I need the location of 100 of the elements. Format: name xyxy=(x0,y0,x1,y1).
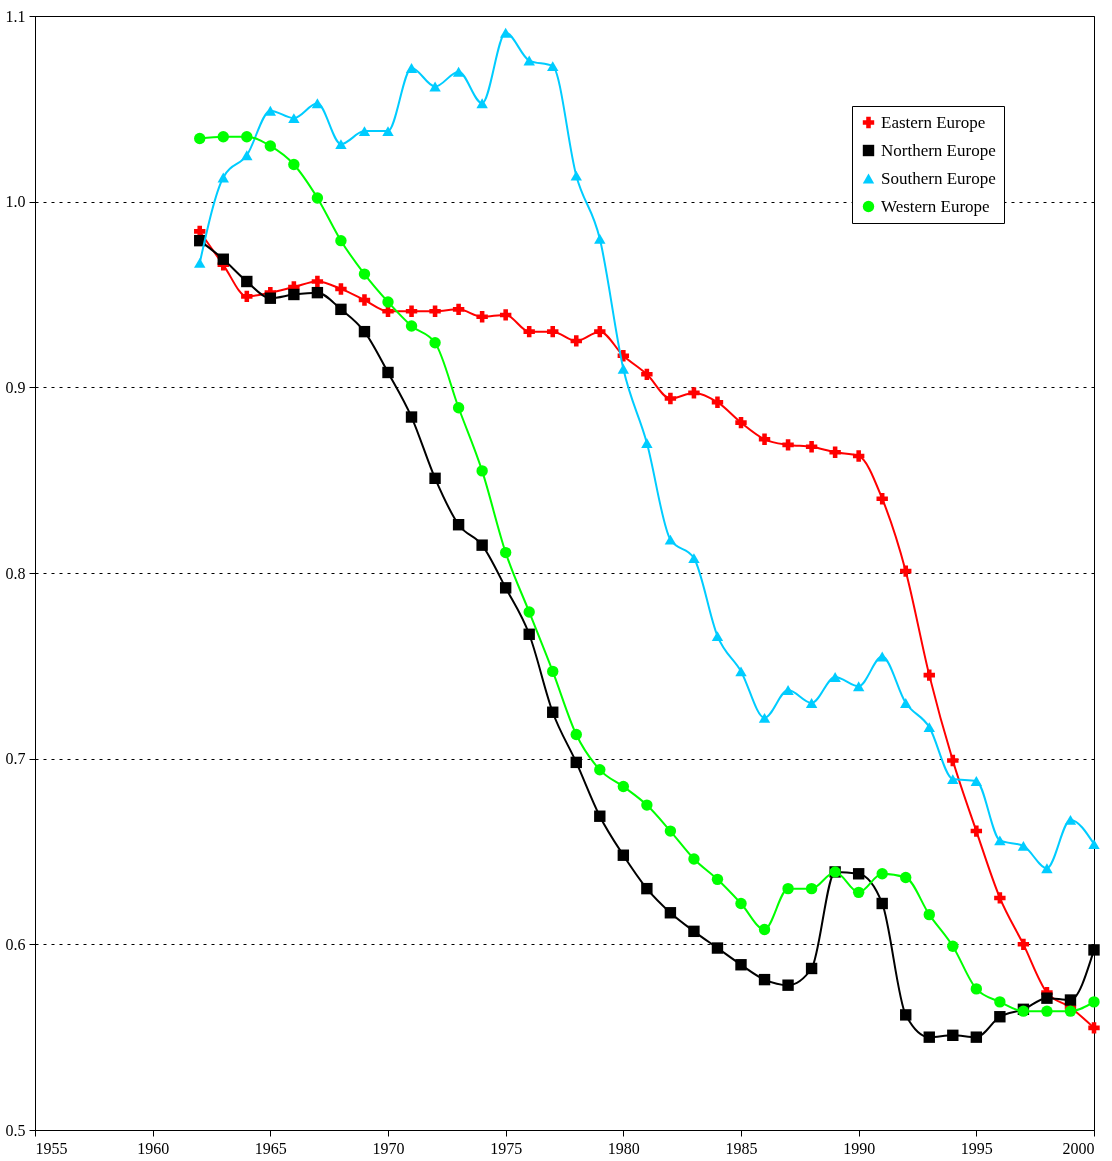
point xyxy=(782,685,794,695)
y-tick-label: 1.1 xyxy=(5,7,26,25)
x-tick-label: 1985 xyxy=(725,1139,758,1157)
point xyxy=(311,192,324,204)
point xyxy=(876,897,888,910)
point xyxy=(405,320,418,332)
point xyxy=(758,712,771,723)
point xyxy=(264,292,277,304)
point xyxy=(335,283,347,295)
point xyxy=(311,286,324,299)
point xyxy=(852,450,865,462)
point xyxy=(1088,839,1100,850)
point xyxy=(1088,1022,1100,1034)
point xyxy=(547,706,559,718)
point xyxy=(217,130,229,143)
point xyxy=(994,996,1006,1008)
point xyxy=(782,979,794,991)
point xyxy=(641,438,653,448)
x-tick-label: 2000 xyxy=(1062,1139,1095,1157)
point xyxy=(900,1009,912,1021)
point xyxy=(829,672,841,682)
point xyxy=(805,882,818,895)
point xyxy=(452,303,465,316)
point xyxy=(782,882,794,895)
point xyxy=(241,150,253,161)
point xyxy=(758,923,771,936)
point xyxy=(641,368,653,381)
point xyxy=(335,234,347,247)
point xyxy=(994,835,1006,846)
point xyxy=(194,258,206,268)
point xyxy=(429,337,441,349)
point xyxy=(900,871,912,884)
point xyxy=(664,534,677,545)
point xyxy=(288,113,300,124)
point xyxy=(499,309,512,321)
point xyxy=(805,441,818,453)
point xyxy=(1088,944,1100,956)
legend-label: Western Europe xyxy=(881,196,990,216)
point xyxy=(311,98,324,109)
point xyxy=(805,962,818,975)
point xyxy=(947,754,959,767)
point xyxy=(1088,996,1100,1008)
point xyxy=(1041,1005,1053,1017)
point xyxy=(711,631,724,642)
point xyxy=(970,825,983,837)
point xyxy=(617,363,630,374)
point xyxy=(711,396,724,408)
point xyxy=(664,825,677,837)
point xyxy=(547,61,559,72)
point xyxy=(499,546,512,559)
point xyxy=(358,294,371,306)
point xyxy=(617,780,630,793)
point xyxy=(688,387,700,399)
point xyxy=(429,305,441,317)
point xyxy=(711,942,724,954)
point xyxy=(217,172,229,183)
point xyxy=(711,873,724,886)
point xyxy=(499,27,512,38)
point xyxy=(735,959,747,971)
point xyxy=(876,493,888,505)
point xyxy=(688,853,700,865)
x-tick-label: 1955 xyxy=(35,1139,68,1157)
point xyxy=(1064,815,1077,825)
x-tick-label: 1970 xyxy=(372,1139,405,1157)
point xyxy=(900,565,912,577)
point xyxy=(1064,1005,1077,1017)
y-tick-label: 0.5 xyxy=(5,1121,26,1139)
point xyxy=(758,973,771,986)
point xyxy=(664,392,677,405)
point xyxy=(570,335,582,347)
legend-label: Northern Europe xyxy=(881,140,996,160)
point xyxy=(852,681,865,692)
point xyxy=(947,774,959,785)
point xyxy=(311,275,324,288)
point xyxy=(570,756,582,769)
point xyxy=(735,666,747,677)
legend-label: Eastern Europe xyxy=(881,112,986,132)
point xyxy=(523,628,535,640)
point xyxy=(288,288,300,301)
point xyxy=(1041,992,1053,1004)
point xyxy=(735,897,747,910)
point xyxy=(1041,863,1053,874)
point xyxy=(358,268,371,280)
x-tick-label: 1960 xyxy=(137,1139,170,1157)
y-tick-label: 0.6 xyxy=(5,935,26,953)
point xyxy=(923,669,935,681)
point xyxy=(335,303,347,316)
y-tick-label: 0.7 xyxy=(5,750,26,768)
x-tick-label: 1965 xyxy=(254,1139,287,1157)
point xyxy=(947,940,959,952)
point xyxy=(688,925,700,938)
point xyxy=(641,882,653,895)
point xyxy=(852,886,865,899)
x-tick-label: 1995 xyxy=(960,1139,993,1157)
point xyxy=(782,439,794,451)
point xyxy=(476,98,488,109)
point xyxy=(523,325,535,338)
point xyxy=(405,63,418,73)
x-tick-label: 1975 xyxy=(490,1139,523,1157)
point xyxy=(405,305,418,317)
